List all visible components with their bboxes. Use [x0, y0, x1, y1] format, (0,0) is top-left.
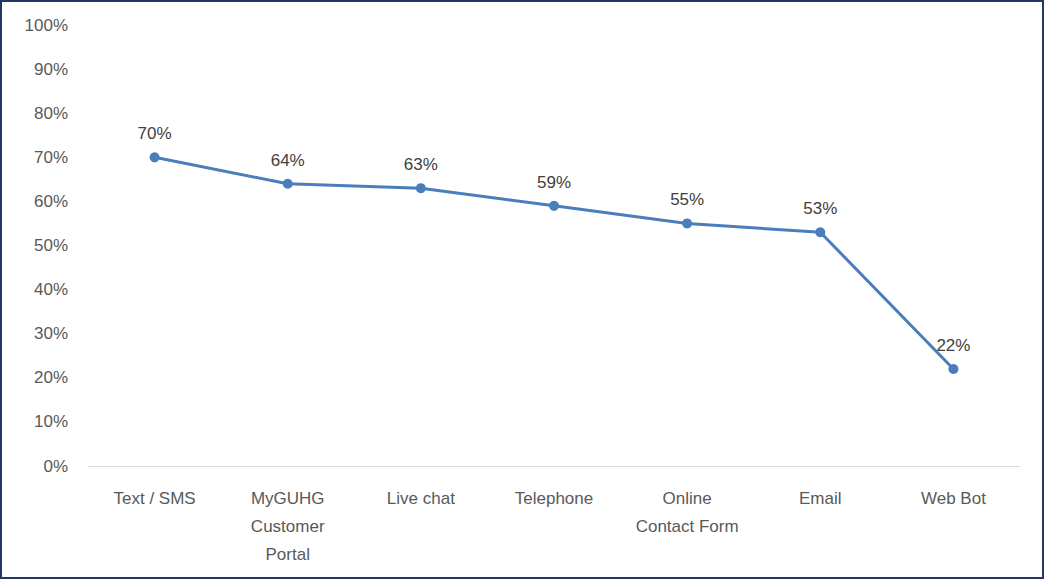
svg-text:50%: 50% [34, 236, 68, 255]
svg-text:70%: 70% [138, 124, 172, 143]
svg-text:Customer: Customer [251, 517, 325, 536]
svg-text:Email: Email [799, 489, 842, 508]
svg-text:Portal: Portal [266, 545, 310, 564]
svg-text:59%: 59% [537, 173, 571, 192]
svg-text:60%: 60% [34, 192, 68, 211]
svg-text:22%: 22% [936, 336, 970, 355]
svg-text:Live chat: Live chat [387, 489, 455, 508]
svg-text:64%: 64% [271, 151, 305, 170]
svg-text:Telephone: Telephone [515, 489, 593, 508]
svg-text:MyGUHG: MyGUHG [251, 489, 325, 508]
svg-text:63%: 63% [404, 155, 438, 174]
svg-text:Web Bot: Web Bot [921, 489, 986, 508]
svg-text:40%: 40% [34, 280, 68, 299]
svg-text:90%: 90% [34, 60, 68, 79]
svg-text:0%: 0% [43, 457, 68, 476]
svg-text:70%: 70% [34, 148, 68, 167]
svg-text:55%: 55% [670, 190, 704, 209]
svg-text:53%: 53% [803, 199, 837, 218]
svg-text:Contact Form: Contact Form [636, 517, 739, 536]
svg-text:100%: 100% [25, 16, 68, 35]
svg-text:10%: 10% [34, 412, 68, 431]
svg-text:Online: Online [663, 489, 712, 508]
svg-text:Text / SMS: Text / SMS [113, 489, 195, 508]
svg-text:30%: 30% [34, 324, 68, 343]
svg-text:20%: 20% [34, 368, 68, 387]
svg-text:80%: 80% [34, 104, 68, 123]
